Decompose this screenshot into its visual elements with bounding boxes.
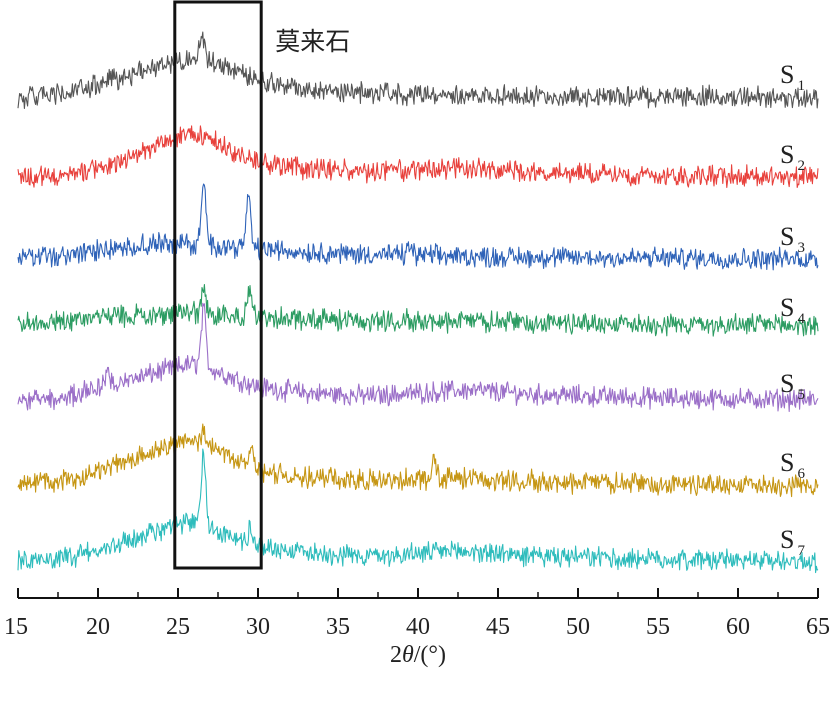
x-tick-label: 20 — [86, 614, 110, 640]
series-label-main: S — [780, 60, 794, 89]
x-axis: 15 20 25 30 35 40 45 50 55 60 65 — [4, 588, 830, 640]
series-label-main: S — [780, 222, 794, 251]
x-tick-label: 65 — [806, 614, 830, 640]
mullite-region-box — [173, 0, 263, 570]
x-tick-label: 15 — [4, 614, 28, 640]
series-label-subscript: 1 — [797, 78, 805, 94]
series-line-s7 — [17, 448, 819, 574]
x-tick-label: 50 — [566, 614, 590, 640]
series-line-s3 — [17, 183, 819, 271]
series-label-main: S — [780, 369, 794, 398]
x-tick-label: 40 — [406, 614, 430, 640]
series-line-s4 — [17, 283, 819, 337]
series-label-main: S — [780, 448, 794, 477]
x-tick-label: 35 — [326, 614, 350, 640]
x-axis-title-theta: θ — [402, 642, 414, 668]
series-label-subscript: 6 — [797, 466, 805, 482]
series-label-subscript: 5 — [797, 387, 805, 403]
series-label-subscript: 4 — [797, 311, 805, 327]
series-label-subscript: 7 — [797, 543, 805, 559]
series-line-s5 — [17, 302, 819, 413]
series-line-s6 — [17, 423, 819, 498]
x-axis-title-unit: /(°) — [414, 642, 446, 668]
x-axis-title: 2θ/(°) — [390, 642, 446, 668]
series-line-s1 — [17, 31, 819, 110]
series-label-subscript: 2 — [797, 158, 805, 174]
x-tick-label: 55 — [646, 614, 670, 640]
mullite-annotation: 莫来石 — [275, 27, 350, 56]
series-label-main: S — [780, 293, 794, 322]
series-line-s2 — [17, 125, 819, 189]
series-label-main: S — [780, 525, 794, 554]
x-tick-label: 25 — [166, 614, 190, 640]
x-tick-label: 60 — [726, 614, 750, 640]
xrd-traces — [17, 31, 819, 574]
x-tick-label: 30 — [246, 614, 270, 640]
series-label-main: S — [780, 140, 794, 169]
x-tick-label: 45 — [486, 614, 510, 640]
x-axis-title-prefix: 2 — [390, 642, 402, 668]
series-labels: S 1S 2S 3S 4S 5S 6S 7 — [780, 60, 805, 559]
series-label-subscript: 3 — [797, 240, 805, 256]
